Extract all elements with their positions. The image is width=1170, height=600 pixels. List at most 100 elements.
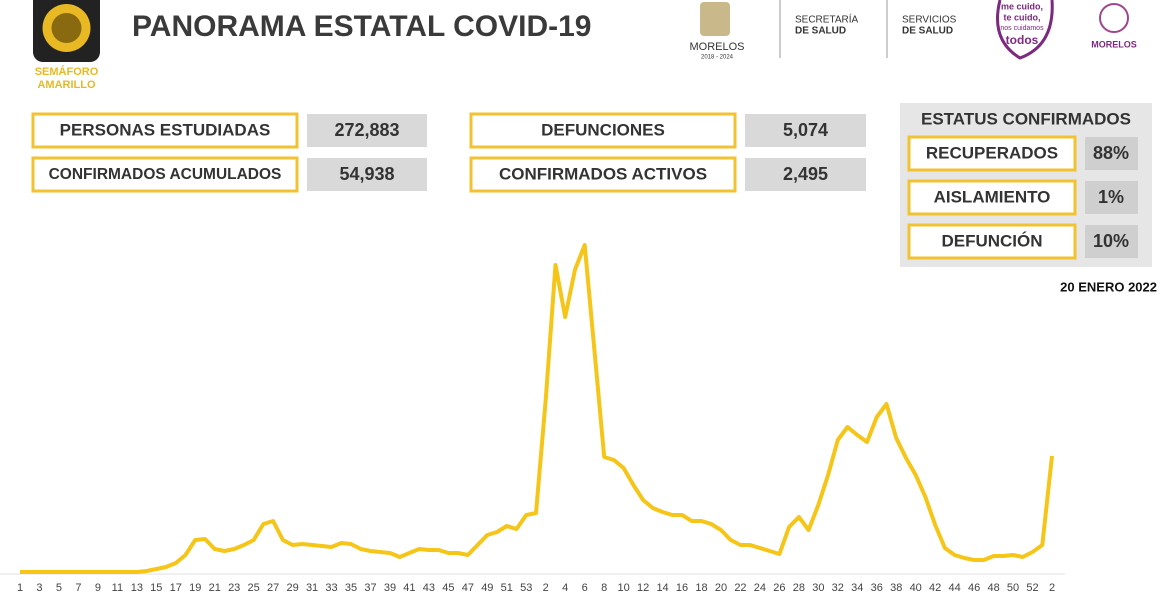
logo-text: SERVICIOS — [902, 15, 957, 26]
status-value: 88% — [1093, 143, 1129, 163]
stat-label: PERSONAS ESTUDIADAS — [60, 120, 271, 139]
x-tick-label: 28 — [793, 582, 805, 594]
x-tick-label: 39 — [384, 582, 396, 594]
stat-label-box — [31, 156, 299, 193]
x-tick-label: 7 — [75, 582, 81, 594]
x-tick-label: 45 — [442, 582, 454, 594]
x-tick-label: 27 — [267, 582, 279, 594]
stat-label-box — [469, 112, 737, 149]
x-tick-label: 37 — [364, 582, 376, 594]
x-tick-label: 47 — [462, 582, 474, 594]
stat-value: 5,074 — [783, 120, 828, 140]
logo-text: DE SALUD — [902, 26, 953, 37]
slogan: nos cuidamos — [1000, 25, 1044, 32]
x-tick-label: 14 — [656, 582, 668, 594]
x-tick-label: 26 — [773, 582, 785, 594]
x-tick-label: 31 — [306, 582, 318, 594]
semaforo-text: SEMÁFORO — [35, 65, 99, 78]
x-tick-label: 52 — [1026, 582, 1038, 594]
status-label-box — [907, 135, 1077, 172]
stat-value: 272,883 — [334, 120, 399, 140]
x-tick-label: 5 — [56, 582, 62, 594]
x-tick-label: 2 — [1049, 582, 1055, 594]
slogan: te cuido, — [1003, 12, 1040, 22]
x-tick-label: 43 — [423, 582, 435, 594]
x-tick-label: 13 — [131, 582, 143, 594]
x-tick-label: 10 — [617, 582, 629, 594]
x-tick-label: 19 — [189, 582, 201, 594]
status-label: DEFUNCIÓN — [941, 231, 1042, 250]
stat-value-box — [745, 158, 866, 191]
status-label-box — [907, 179, 1077, 216]
x-tick-label: 49 — [481, 582, 493, 594]
semaforo-text: AMARILLO — [37, 79, 95, 91]
stat-label-box — [31, 112, 299, 149]
status-label: AISLAMIENTO — [934, 187, 1051, 206]
slogan: me cuido, — [1001, 1, 1043, 11]
status-value-box — [1085, 181, 1138, 214]
title: PANORAMA ESTATAL COVID-19 — [132, 10, 591, 43]
x-tick-label: 38 — [890, 582, 902, 594]
stat-label-box — [469, 156, 737, 193]
logo-text: SECRETARÍA — [795, 13, 858, 26]
x-tick-label: 48 — [987, 582, 999, 594]
stat-label: CONFIRMADOS ACUMULADOS — [49, 166, 282, 183]
line-series — [20, 243, 1054, 574]
x-tick-label: 21 — [209, 582, 221, 594]
x-tick-label: 53 — [520, 582, 532, 594]
stat-value: 54,938 — [339, 164, 394, 184]
x-tick-label: 51 — [501, 582, 513, 594]
x-tick-label: 9 — [95, 582, 101, 594]
state-shape — [51, 13, 82, 43]
x-tick-label: 4 — [562, 582, 568, 594]
morelos-crest — [700, 2, 730, 36]
x-tick-label: 23 — [228, 582, 240, 594]
x-tick-label: 35 — [345, 582, 357, 594]
x-tick-label: 32 — [832, 582, 844, 594]
status-value-box — [1085, 137, 1138, 170]
x-tick-label: 22 — [734, 582, 746, 594]
x-tick-label: 46 — [968, 582, 980, 594]
x-tick-label: 17 — [170, 582, 182, 594]
date: 20 ENERO 2022 — [1060, 279, 1157, 294]
status-value: 1% — [1098, 187, 1124, 207]
x-tick-label: 20 — [715, 582, 727, 594]
x-tick-label: 16 — [676, 582, 688, 594]
x-tick-label: 12 — [637, 582, 649, 594]
stat-value-box — [307, 158, 427, 191]
x-tick-label: 40 — [910, 582, 922, 594]
stat-value-box — [307, 114, 427, 147]
logo-text: DE SALUD — [795, 26, 846, 37]
x-tick-label: 25 — [248, 582, 260, 594]
x-tick-label: 8 — [601, 582, 607, 594]
logo-text: MORELOS — [1091, 39, 1137, 49]
morelos-flower — [1099, 3, 1129, 33]
x-tick-label: 50 — [1007, 582, 1019, 594]
status-value: 10% — [1093, 231, 1129, 251]
status-value-box — [1085, 225, 1138, 258]
x-tick-label: 42 — [929, 582, 941, 594]
slogan-frame — [996, 0, 1054, 60]
x-tick-label: 36 — [871, 582, 883, 594]
logo-text: 2018 - 2024 — [701, 55, 734, 61]
x-tick-label: 15 — [150, 582, 162, 594]
x-tick-label: 44 — [949, 582, 961, 594]
x-tick-label: 29 — [286, 582, 298, 594]
x-tick-label: 34 — [851, 582, 863, 594]
stat-value-box — [745, 114, 866, 147]
x-tick-label: 24 — [754, 582, 766, 594]
x-tick-label: 6 — [582, 582, 588, 594]
status-title: ESTATUS CONFIRMADOS — [921, 109, 1131, 128]
status-label: RECUPERADOS — [926, 143, 1058, 162]
slogan: todos — [1006, 33, 1039, 47]
x-tick-label: 1 — [17, 582, 23, 594]
stat-label: DEFUNCIONES — [541, 120, 665, 139]
x-tick-label: 3 — [36, 582, 42, 594]
x-tick-label: 33 — [325, 582, 337, 594]
x-tick-label: 41 — [403, 582, 415, 594]
logo-text: MORELOS — [689, 41, 744, 53]
status-label-box — [907, 223, 1077, 260]
x-tick-label: 2 — [543, 582, 549, 594]
stat-value: 2,495 — [783, 164, 828, 184]
